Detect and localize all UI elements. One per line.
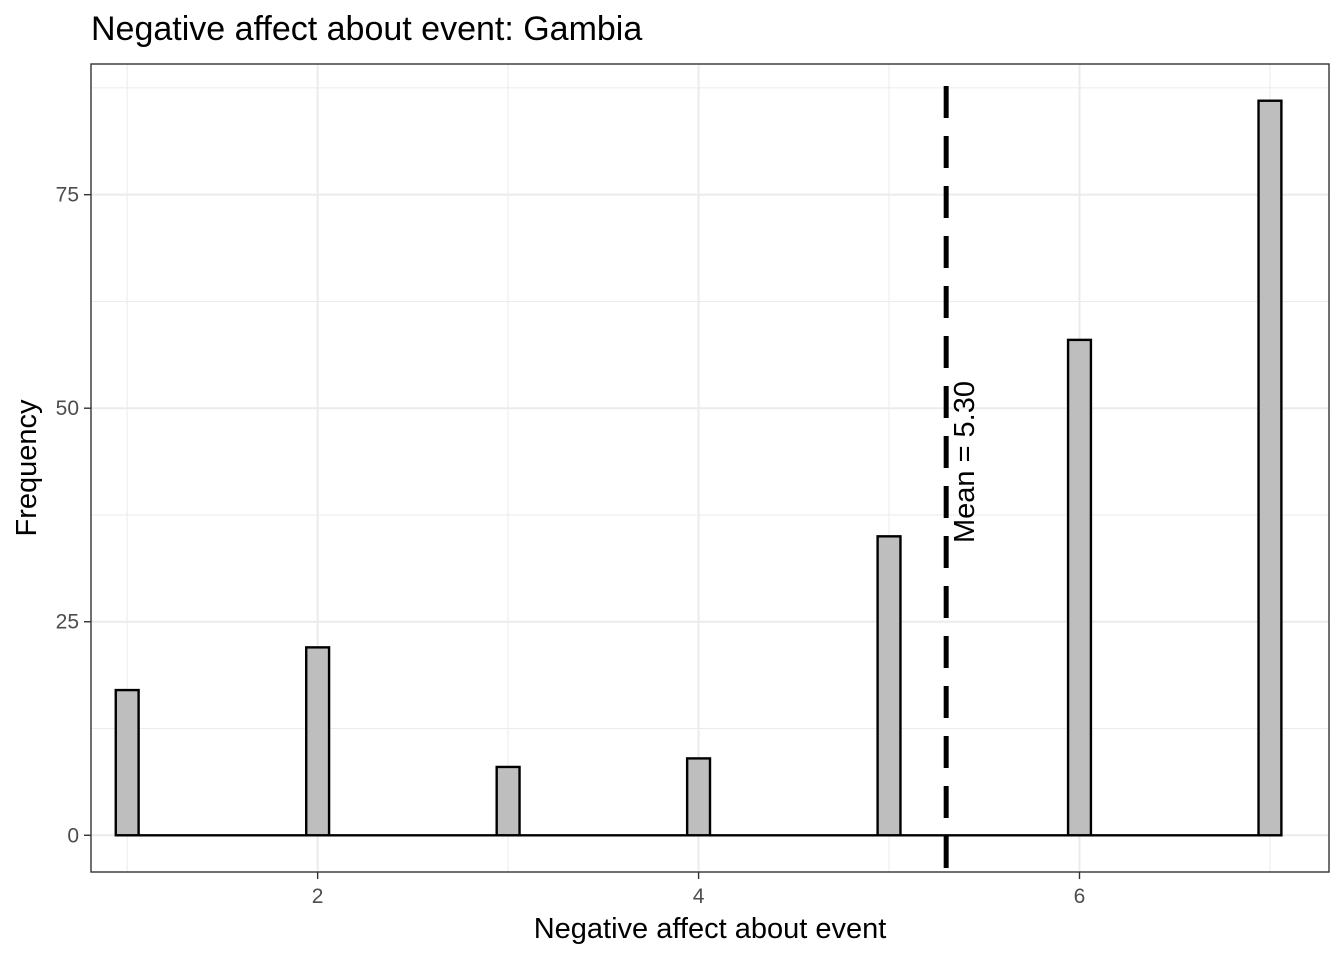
x-axis: 2 4 6: [312, 872, 1086, 908]
mean-marker: Mean = 5.30: [943, 86, 981, 872]
x-tick-label: 4: [693, 885, 705, 908]
histogram-bar: [1066, 338, 1093, 837]
histogram-bar: [114, 688, 140, 837]
x-tick-label: 2: [312, 885, 324, 908]
x-tick-label: 6: [1074, 885, 1086, 908]
y-tick-label: 75: [56, 184, 79, 207]
histogram-bars: [114, 99, 1283, 837]
y-tick-label: 50: [56, 397, 79, 420]
histogram-bar: [876, 535, 902, 837]
major-gridlines: [91, 64, 1329, 872]
histogram-bar: [495, 765, 521, 837]
y-tick-label: 25: [56, 611, 79, 634]
histogram-bar: [1257, 99, 1283, 837]
y-axis: 0 25 50 75: [56, 184, 91, 847]
y-axis-title: Frequency: [11, 399, 43, 537]
minor-gridlines: [91, 64, 1329, 872]
mean-label: Mean = 5.30: [949, 381, 981, 543]
y-tick-label: 0: [67, 824, 79, 847]
chart-title: Negative affect about event: Gambia: [91, 10, 642, 48]
histogram-bar: [305, 646, 331, 837]
plot-panel-border: [90, 63, 1330, 873]
histogram-bar: [685, 757, 712, 837]
x-axis-title: Negative affect about event: [534, 913, 887, 945]
